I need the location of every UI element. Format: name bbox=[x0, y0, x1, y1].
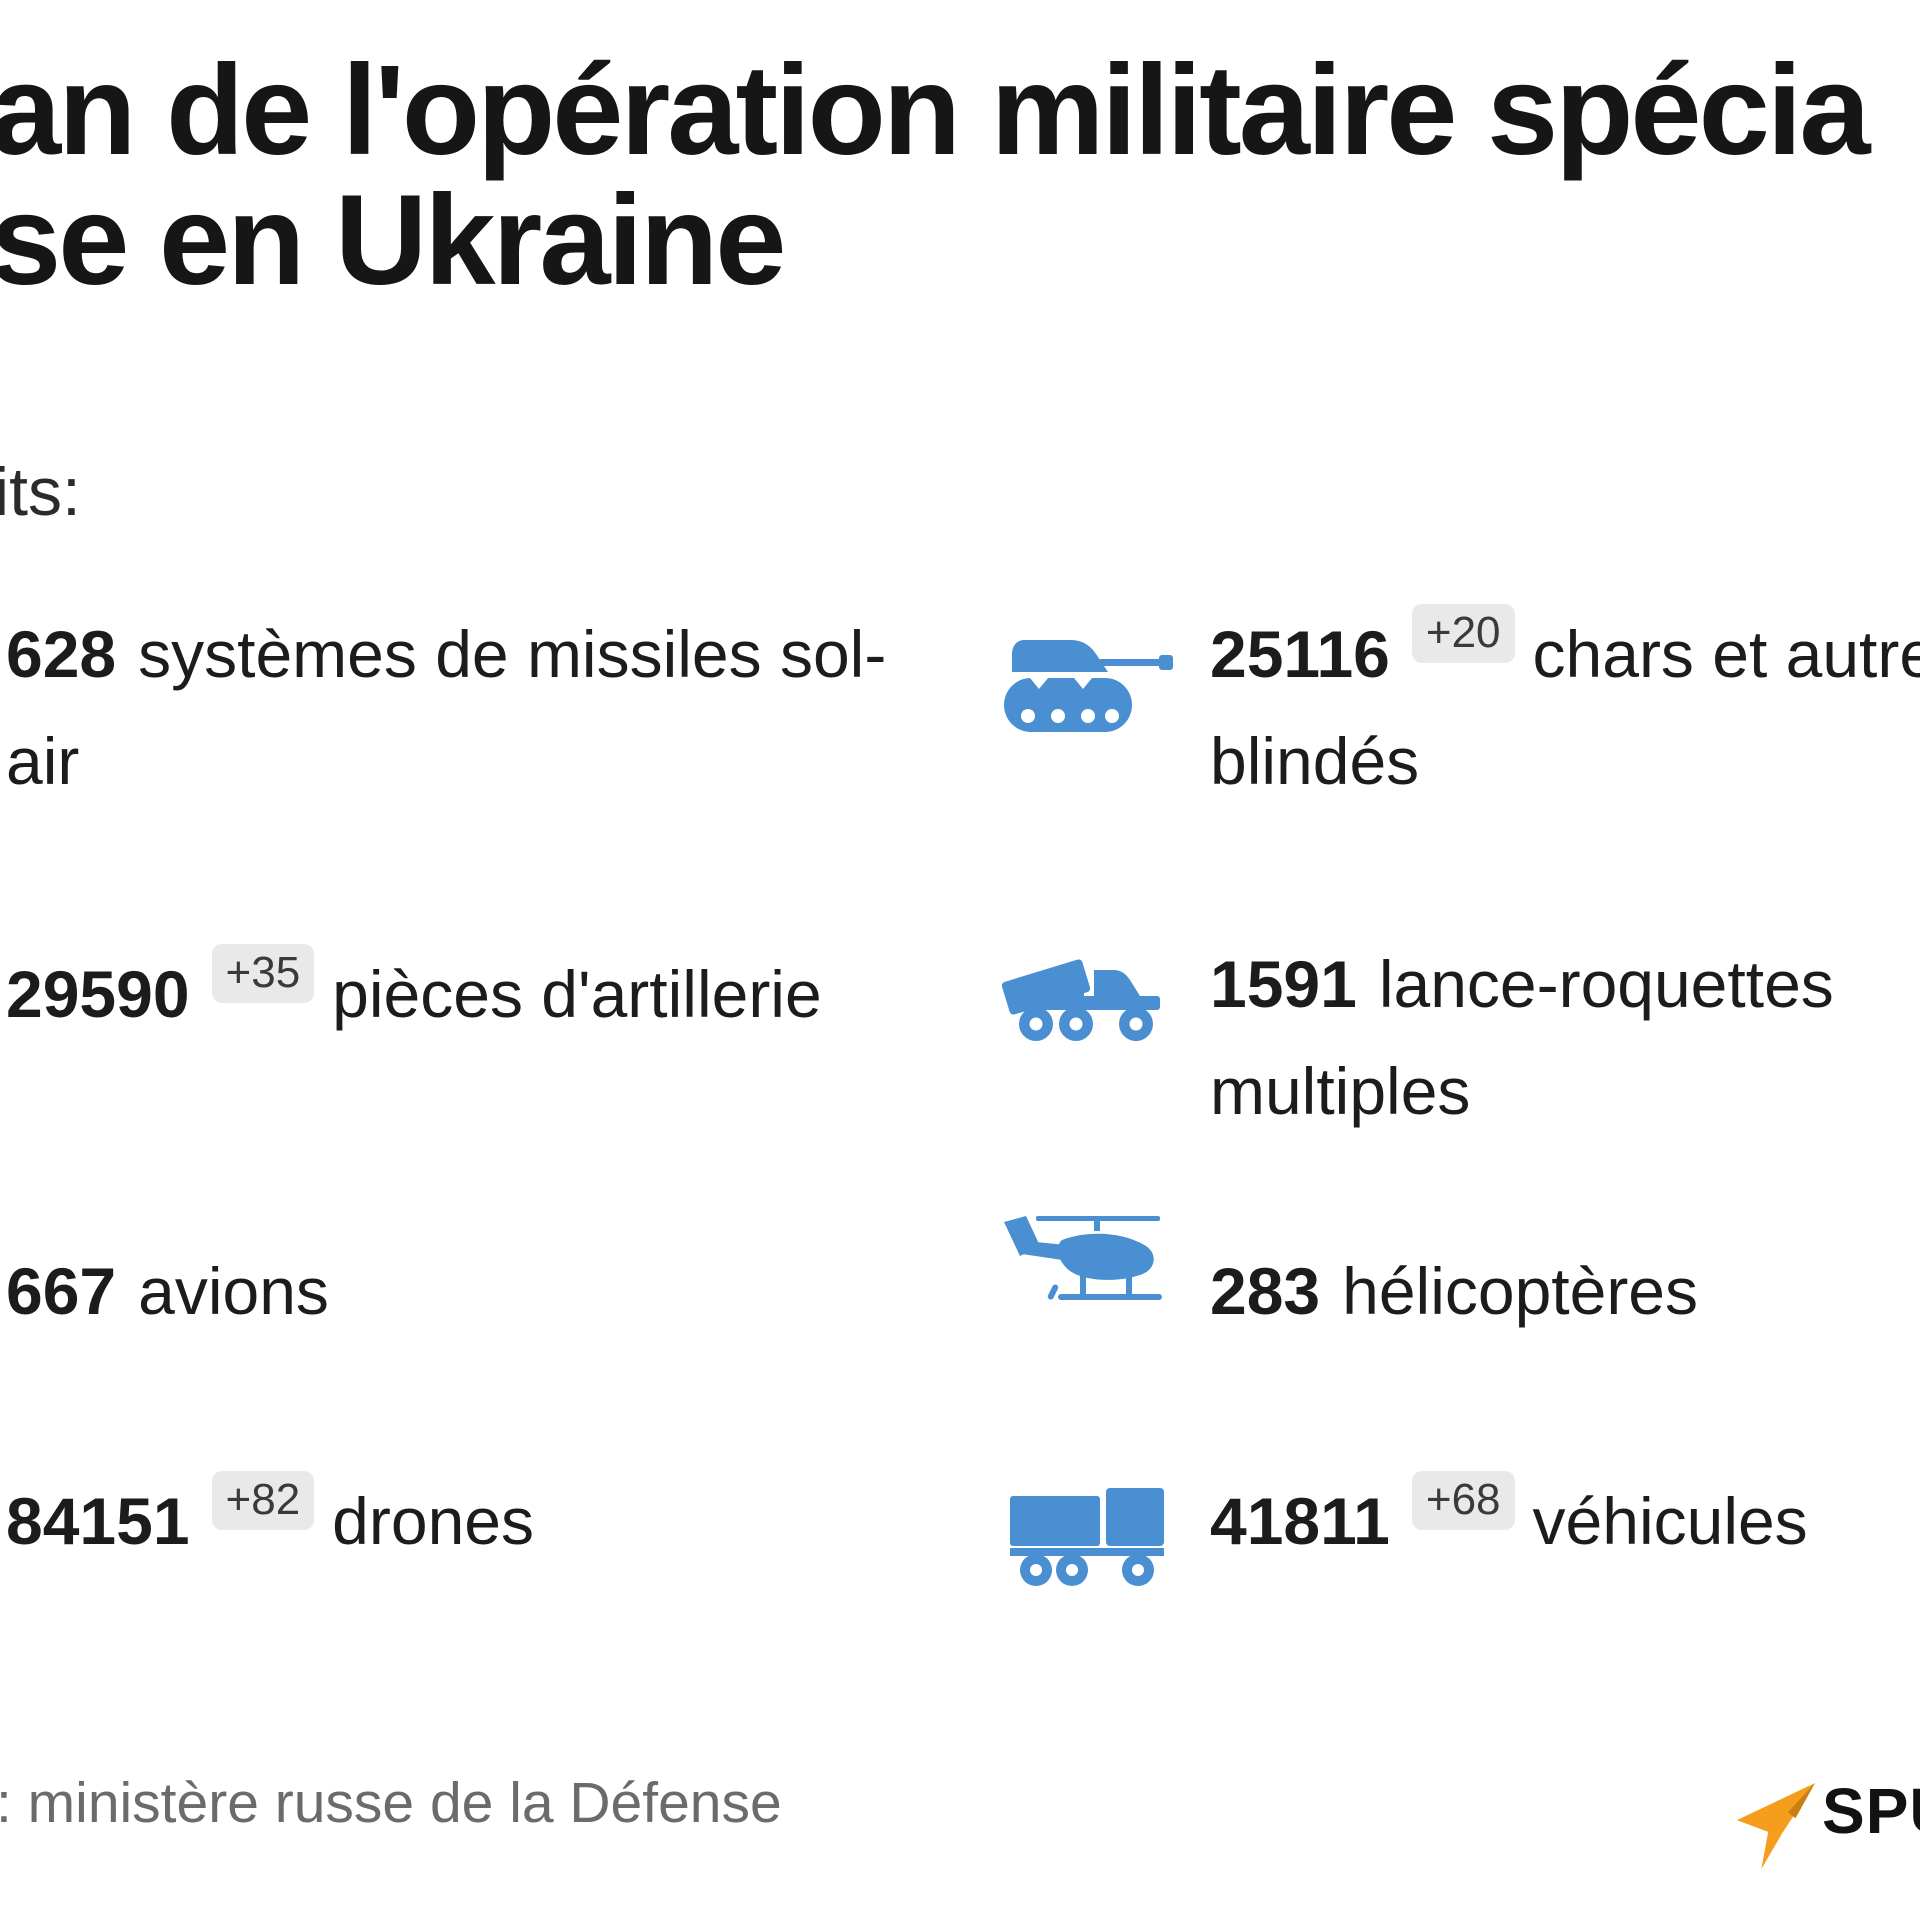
stat-delta-badge: +82 bbox=[211, 1471, 315, 1530]
stat-drones: 84151 +82 drones bbox=[6, 1468, 534, 1575]
mlrs-truck-icon bbox=[1002, 940, 1172, 1048]
stat-label: véhicules bbox=[1532, 1484, 1808, 1558]
stat-label: pièces d'artillerie bbox=[332, 957, 822, 1031]
stat-label-line2: air bbox=[6, 723, 80, 798]
truck-icon bbox=[1004, 1474, 1172, 1592]
stat-value: 283 bbox=[1210, 1254, 1321, 1328]
stat-value: 84151 bbox=[6, 1484, 190, 1558]
stat-label: chars et autres bbox=[1532, 617, 1920, 691]
stat-delta-badge: +35 bbox=[211, 944, 315, 1003]
helicopter-icon bbox=[1002, 1210, 1170, 1312]
stat-artillery: 29590 +35 pièces d'artillerie bbox=[6, 941, 822, 1048]
stat-label: hélicoptères bbox=[1342, 1254, 1699, 1328]
stat-label-line2: multiples bbox=[1210, 1053, 1471, 1128]
title-line-2: se en Ukraine bbox=[0, 169, 786, 312]
sputnik-logo-text: SPU bbox=[1822, 1775, 1920, 1847]
stat-value: 1591 bbox=[1210, 947, 1357, 1021]
stat-sam-missile-systems: 628 systèmes de missiles sol- air bbox=[6, 601, 886, 815]
stat-vehicles: 41811 +68 véhicules bbox=[1210, 1468, 1808, 1575]
sputnik-arrow-icon bbox=[1735, 1780, 1817, 1872]
stat-label-line2: blindés bbox=[1210, 723, 1420, 798]
stat-value: 29590 bbox=[6, 957, 190, 1031]
stat-value: 628 bbox=[6, 617, 117, 691]
source-credit: : ministère russe de la Défense bbox=[0, 1771, 782, 1835]
title-line-1: an de l'opération militaire spécia bbox=[0, 39, 1870, 182]
stat-value: 41811 bbox=[1210, 1484, 1390, 1558]
stat-value: 25116 bbox=[1210, 617, 1390, 691]
stat-label: drones bbox=[332, 1484, 534, 1558]
tank-icon bbox=[1000, 628, 1185, 746]
stat-helicopters: 283 hélicoptères bbox=[1210, 1238, 1698, 1345]
stat-label: avions bbox=[138, 1254, 329, 1328]
stat-aircraft: 667 avions bbox=[6, 1238, 329, 1345]
stat-value: 667 bbox=[6, 1254, 117, 1328]
stat-delta-badge: +68 bbox=[1411, 1471, 1515, 1530]
page-title: an de l'opération militaire spécia se en… bbox=[0, 39, 1870, 312]
stat-label: lance-roquettes bbox=[1378, 947, 1834, 1021]
stat-label: systèmes de missiles sol- bbox=[138, 617, 887, 691]
stat-mlrs: 1591 lance-roquettes multiples bbox=[1210, 931, 1834, 1145]
stat-tanks-armored: 25116 +20 chars et autres blindés bbox=[1210, 601, 1920, 815]
subtitle-destroyed-fragment: its: bbox=[0, 454, 81, 530]
stat-delta-badge: +20 bbox=[1411, 604, 1515, 663]
